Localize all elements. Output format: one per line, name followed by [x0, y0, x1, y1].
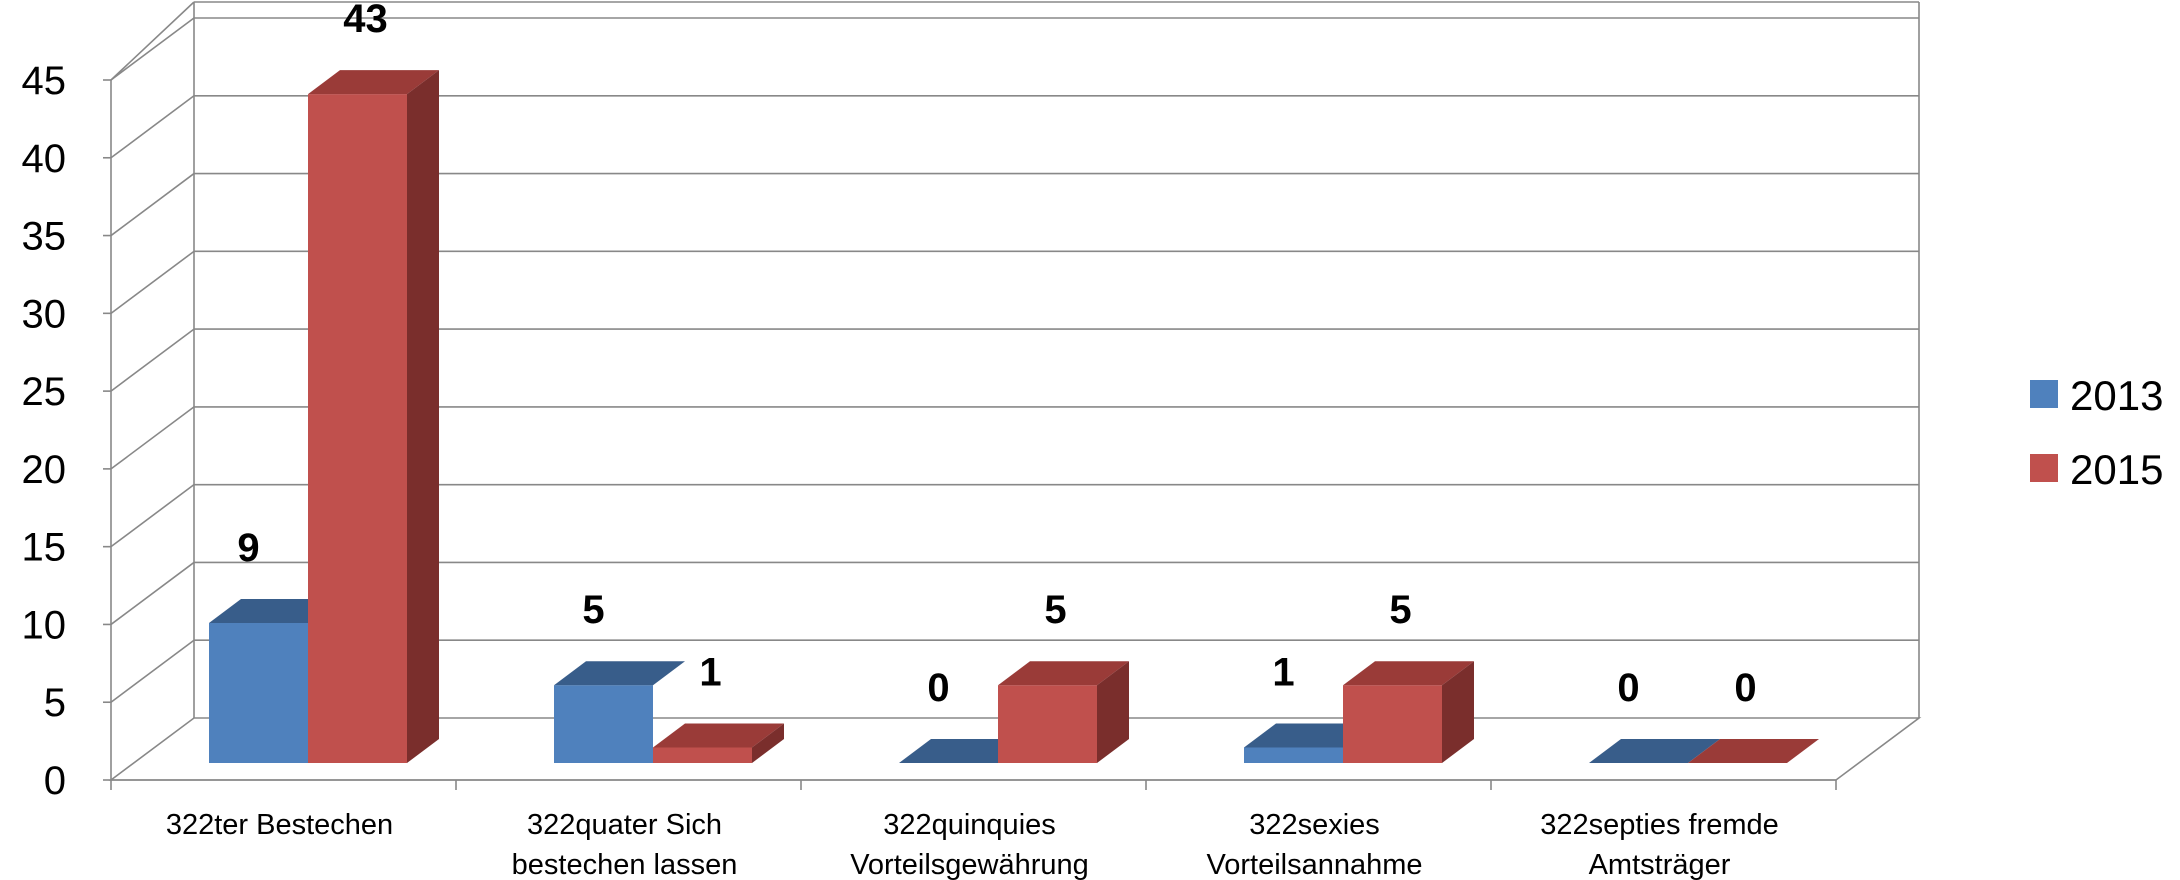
gridline-side	[110, 250, 195, 314]
legend-swatch-2013	[2030, 380, 2058, 408]
data-label: 5	[1389, 588, 1411, 632]
x-tick-label: bestechen lassen	[512, 849, 738, 880]
y-tick-label: 40	[22, 137, 67, 181]
y-tick-label: 5	[44, 681, 66, 725]
data-label: 0	[1734, 666, 1756, 710]
bar-2013-top	[1244, 723, 1375, 748]
data-label: 1	[699, 650, 721, 694]
bar-2013-top	[209, 599, 340, 623]
bar-2015-side	[1442, 661, 1474, 763]
legend-label-2015: 2015	[2070, 446, 2163, 493]
y-tick-label: 0	[44, 759, 66, 803]
bar-2013-front	[554, 685, 653, 763]
y-axis-tick-labels: 0 5 10 15 20 25 30 35 40 45	[22, 59, 67, 803]
y-tick-label: 10	[22, 603, 67, 647]
gridline-side	[110, 406, 195, 470]
y-tick-label: 20	[22, 448, 67, 492]
y-tick-label: 15	[22, 526, 67, 570]
data-label: 1	[1272, 650, 1294, 694]
gridline-side	[110, 1, 195, 81]
legend-label-2013: 2013	[2070, 372, 2163, 419]
x-tick-label: Vorteilsannahme	[1206, 849, 1422, 880]
x-tick-label: Vorteilsgewährung	[850, 849, 1089, 880]
bar-2015-side	[752, 723, 784, 763]
legend: 2013 2015	[2030, 372, 2163, 493]
data-label: 0	[927, 666, 949, 710]
x-axis-tick-labels: 322ter Bestechen 322quater Sich bestechen …	[166, 809, 1779, 880]
bar-2015-side	[1097, 661, 1129, 763]
bar-2015-top	[308, 70, 439, 95]
bar-2015-front	[308, 94, 407, 764]
x-tick-label: Amtsträger	[1589, 849, 1731, 880]
bars	[209, 70, 1819, 764]
y-tick-label: 35	[22, 215, 67, 259]
bar-2013-front	[209, 623, 308, 763]
bar-2015-front	[1343, 685, 1442, 763]
gridlines	[110, 1, 1919, 703]
y-tick-label: 30	[22, 292, 67, 336]
y-tick-label: 25	[22, 370, 67, 414]
gridline-side	[110, 639, 195, 703]
x-tick-label: 322quinquies	[883, 809, 1056, 841]
bar-2015-top	[1688, 739, 1819, 763]
gridline-side	[110, 328, 195, 392]
legend-swatch-2015	[2030, 454, 2058, 482]
bar-2013-front	[1244, 747, 1343, 763]
bar-2013-top	[554, 661, 685, 686]
gridline-side	[110, 172, 195, 237]
bar-2015-top	[1343, 661, 1474, 686]
x-tick-label: 322ter Bestechen	[166, 809, 393, 841]
bar-2015-top	[653, 723, 784, 748]
data-label: 9	[237, 526, 259, 570]
x-tick-label: 322quater Sich	[527, 809, 722, 841]
data-label: 5	[582, 588, 604, 632]
bar-2015-front	[998, 685, 1097, 763]
gridline-side	[110, 561, 195, 626]
gridline-side	[110, 484, 195, 548]
x-tick-label: 322sexies	[1249, 809, 1380, 841]
gridline-side	[110, 17, 195, 81]
data-label: 0	[1617, 666, 1639, 710]
x-tick-label: 322septies fremde	[1540, 809, 1779, 841]
bar-2015-top	[998, 661, 1129, 686]
axes	[103, 2, 1920, 790]
bar-2015-front	[653, 747, 752, 763]
data-labels: 9 43 5 1 0 5 1 5 0 0	[237, 0, 1756, 710]
data-label: 5	[1044, 588, 1066, 632]
gridline-side	[110, 95, 195, 159]
bar-2013-top	[899, 739, 1030, 763]
bar-2015-side	[407, 70, 439, 764]
y-tick-label: 45	[22, 59, 67, 103]
data-label: 43	[343, 0, 388, 41]
bar-2013-top	[1589, 739, 1720, 763]
